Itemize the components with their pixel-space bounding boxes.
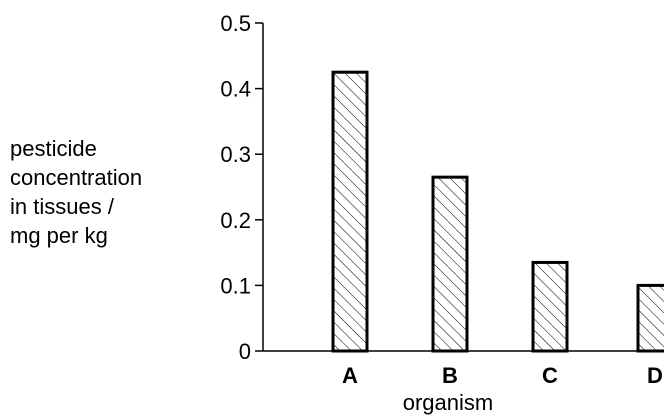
y-axis-label-line: pesticide — [10, 136, 97, 161]
x-axis: A B C D — [263, 350, 664, 388]
y-tick-label: 0.5 — [220, 11, 251, 36]
y-axis-label-line: concentration — [10, 165, 143, 190]
bars — [331, 70, 664, 353]
x-category-label: D — [647, 363, 663, 388]
y-tick-label: 0 — [239, 339, 251, 364]
bar-b — [431, 175, 469, 353]
y-tick-label: 0.4 — [220, 77, 251, 102]
y-tick-label: 0.2 — [220, 208, 251, 233]
y-tick-label: 0.1 — [220, 273, 251, 298]
y-tick-label: 0.3 — [220, 142, 251, 167]
bar-c — [531, 260, 569, 353]
y-axis: 0 0.1 0.2 0.3 0.4 0.5 — [220, 11, 264, 364]
y-axis-label-line: mg per kg — [10, 223, 108, 248]
x-axis-label: organism — [403, 390, 493, 415]
y-axis-label: pesticide concentration in tissues / mg … — [10, 134, 200, 250]
bar-d — [636, 283, 664, 353]
x-category-label: C — [542, 363, 558, 388]
y-axis-label-line: in tissues / — [10, 194, 114, 219]
x-category-label: B — [442, 363, 458, 388]
bar-a — [331, 70, 369, 353]
x-category-label: A — [342, 363, 358, 388]
